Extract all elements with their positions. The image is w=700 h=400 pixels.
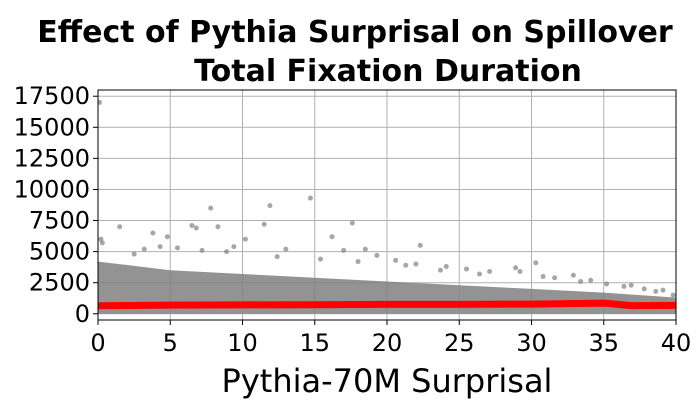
scatter-point: [189, 223, 195, 229]
scatter-point: [540, 273, 546, 279]
chart-title-line-1: Effect of Pythia Surprisal on Spillover: [37, 15, 673, 50]
trend-line: [98, 299, 676, 310]
scatter-point: [98, 99, 102, 105]
scatter-point: [242, 236, 248, 242]
y-tick-label: 15000: [14, 113, 90, 141]
y-tick-label: 2500: [29, 269, 90, 297]
scatter-point: [267, 203, 273, 209]
scatter-point: [117, 224, 123, 230]
y-tick-label: 0: [75, 300, 90, 328]
y-tick-label: 7500: [29, 207, 90, 235]
scatter-point: [349, 220, 355, 226]
scatter-point: [224, 249, 230, 255]
scatter-point: [208, 205, 214, 211]
scatter-point: [141, 246, 147, 252]
scatter-point: [413, 261, 419, 267]
scatter-point: [99, 240, 105, 246]
y-axis-ticks: 0 2500 5000 7500 10000 12500 15000 17500: [14, 82, 98, 328]
scatter-point: [628, 282, 634, 288]
scatter-point: [463, 266, 469, 272]
scatter-point: [329, 234, 335, 240]
x-tick-label: 20: [372, 329, 403, 357]
scatter-point: [131, 251, 137, 257]
x-tick-label: 35: [588, 329, 619, 357]
scatter-point: [393, 257, 399, 263]
x-tick-label: 25: [444, 329, 475, 357]
scatter-point: [570, 272, 576, 278]
scatter-point: [533, 260, 539, 266]
scatter-point: [150, 230, 156, 236]
scatter-point: [307, 195, 313, 201]
scatter-point: [443, 264, 449, 270]
x-tick-label: 0: [90, 329, 105, 357]
scatter-point: [552, 275, 558, 281]
y-tick-label: 10000: [14, 175, 90, 203]
x-axis-ticks: 0 5 10 15 20 25 30 35 40: [90, 320, 691, 357]
scatter-point: [670, 292, 676, 298]
scatter-point: [403, 262, 409, 268]
scatter-point: [641, 286, 647, 292]
scatter-point: [355, 259, 361, 265]
x-tick-label: 5: [163, 329, 178, 357]
scatter-point: [417, 242, 423, 248]
x-tick-label: 30: [516, 329, 547, 357]
scatter-point: [437, 267, 443, 273]
scatter-point: [261, 221, 267, 227]
trend-line-series: [98, 299, 676, 310]
scatter-point: [193, 225, 199, 231]
scatter-point: [174, 245, 180, 251]
scatter-point: [517, 269, 523, 275]
scatter-point: [318, 256, 324, 262]
scatter-point: [604, 281, 610, 287]
scatter-point: [231, 244, 237, 250]
scatter-point: [199, 247, 205, 253]
scatter-point: [341, 247, 347, 253]
scatter-point: [653, 288, 659, 294]
x-tick-label: 15: [299, 329, 330, 357]
scatter-point: [362, 246, 368, 252]
scatter-point: [274, 254, 280, 260]
scatter-point: [578, 278, 584, 284]
scatter-point: [215, 224, 221, 230]
y-tick-label: 17500: [14, 82, 90, 110]
scatter-point: [660, 287, 666, 293]
x-tick-label: 40: [661, 329, 692, 357]
chart-title-line-2: Total Fixation Duration: [194, 54, 582, 89]
scatter-point: [621, 283, 627, 289]
x-tick-label: 10: [227, 329, 258, 357]
scatter-point: [513, 265, 519, 271]
scatter-point: [374, 252, 380, 258]
scatter-point: [157, 244, 163, 250]
scatter-point: [283, 246, 289, 252]
scatter-point: [487, 269, 493, 275]
scatter-point: [164, 234, 170, 240]
y-tick-label: 5000: [29, 238, 90, 266]
scatter-point: [588, 277, 594, 283]
scatter-point: [476, 271, 482, 277]
scatter-series: [98, 99, 676, 298]
x-axis-label: Pythia-70M Surprisal: [222, 362, 553, 400]
y-tick-label: 12500: [14, 144, 90, 172]
